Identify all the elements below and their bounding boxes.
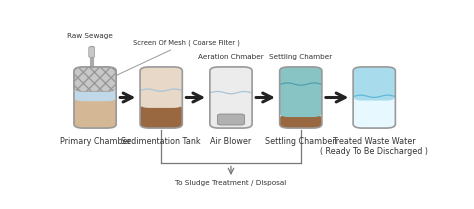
Text: Settling Chamber: Settling Chamber xyxy=(265,137,336,146)
FancyBboxPatch shape xyxy=(89,47,95,57)
Text: Settling Chamber: Settling Chamber xyxy=(269,55,332,60)
Text: Sedimentation Tank: Sedimentation Tank xyxy=(121,137,201,146)
FancyBboxPatch shape xyxy=(74,89,116,101)
Text: Screen Of Mesh ( Coarse Filter ): Screen Of Mesh ( Coarse Filter ) xyxy=(108,40,239,79)
FancyBboxPatch shape xyxy=(140,105,182,128)
FancyBboxPatch shape xyxy=(280,115,322,128)
FancyBboxPatch shape xyxy=(74,97,116,128)
FancyBboxPatch shape xyxy=(74,67,116,91)
FancyBboxPatch shape xyxy=(280,67,322,117)
FancyBboxPatch shape xyxy=(218,114,245,125)
Text: Raw Sewage: Raw Sewage xyxy=(67,33,113,39)
Text: Air Blower: Air Blower xyxy=(210,137,252,146)
Text: Treated Waste Water
( Ready To Be Discharged ): Treated Waste Water ( Ready To Be Discha… xyxy=(320,137,428,156)
FancyBboxPatch shape xyxy=(353,67,395,128)
FancyBboxPatch shape xyxy=(353,67,395,101)
FancyBboxPatch shape xyxy=(210,67,252,128)
Text: Aeration Chmaber: Aeration Chmaber xyxy=(198,55,264,60)
FancyBboxPatch shape xyxy=(140,67,182,108)
Text: To Sludge Treatment / Disposal: To Sludge Treatment / Disposal xyxy=(175,180,287,186)
Text: Primary Chamber: Primary Chamber xyxy=(60,137,130,146)
